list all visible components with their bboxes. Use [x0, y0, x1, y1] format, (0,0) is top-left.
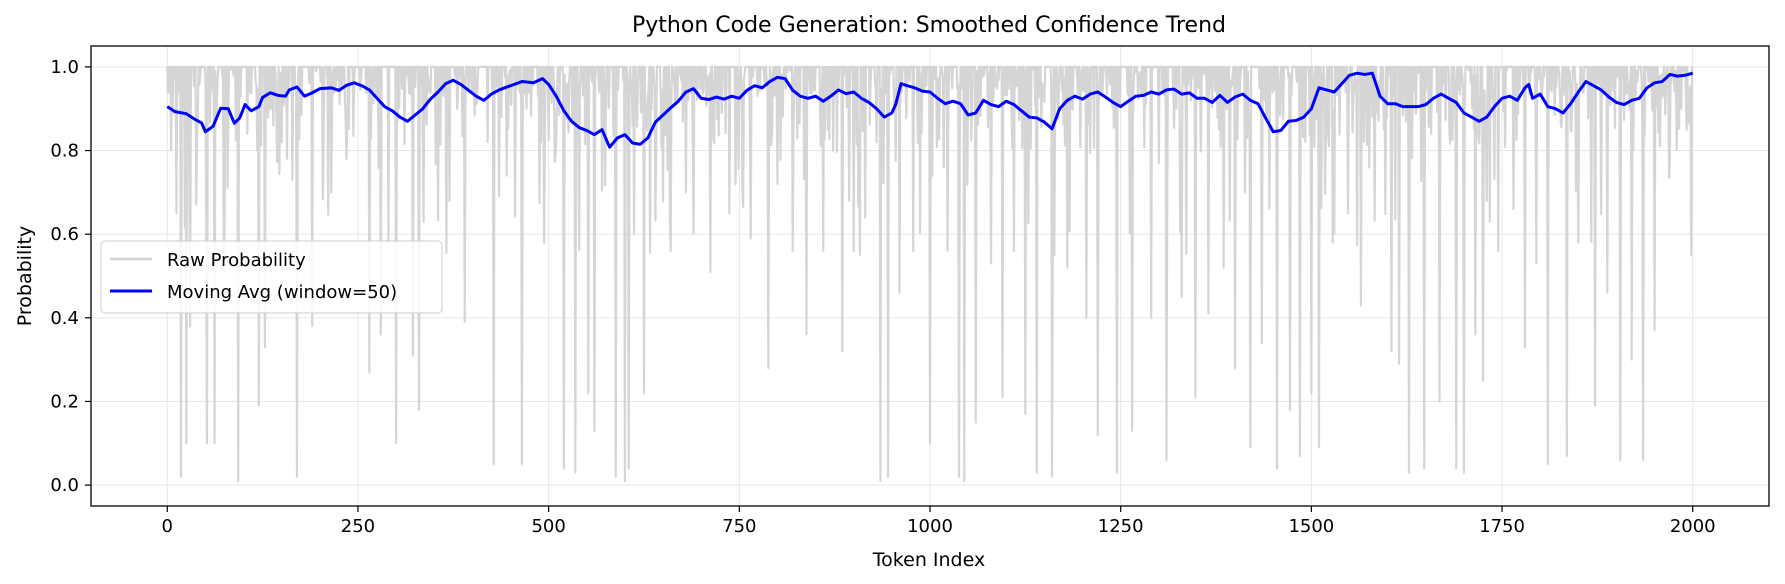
- x-tick-label: 1500: [1288, 516, 1334, 537]
- x-tick-label: 500: [531, 516, 565, 537]
- moving-average-series: [166, 71, 1694, 149]
- chart-title: Python Code Generation: Smoothed Confide…: [632, 13, 1226, 38]
- legend-box: [100, 240, 443, 314]
- x-tick-label: 1750: [1479, 516, 1525, 537]
- legend-raw-label: Raw Probability: [167, 250, 306, 271]
- y-axis-label: Probability: [14, 226, 36, 326]
- y-tick-label: 0.4: [50, 308, 79, 329]
- y-tick-label: 0.8: [50, 141, 79, 162]
- raw-probability-series: [166, 65, 1694, 483]
- x-tick-label: 1000: [907, 516, 953, 537]
- x-tick-label: 0: [162, 516, 173, 537]
- y-tick-label: 0.2: [50, 391, 79, 412]
- x-axis-label: Token Index: [872, 549, 985, 571]
- y-tick-label: 0.6: [50, 224, 79, 245]
- y-tick-label: 0.0: [50, 475, 79, 496]
- x-tick-label: 250: [341, 516, 375, 537]
- x-axis-ticks: 0 250 500 750 1000 1250 1500 1750 2000: [162, 506, 1716, 537]
- x-tick-label: 750: [722, 516, 756, 537]
- x-tick-label: 2000: [1670, 516, 1716, 537]
- y-tick-label: 1.0: [50, 57, 79, 78]
- raw-probability-line: [166, 65, 1694, 483]
- legend: Raw Probability Moving Avg (window=50): [100, 240, 443, 314]
- y-axis-ticks: 0.0 0.2 0.4 0.6 0.8 1.0: [50, 57, 91, 496]
- x-tick-label: 1250: [1098, 516, 1144, 537]
- moving-average-line: [166, 71, 1694, 149]
- legend-avg-label: Moving Avg (window=50): [167, 282, 397, 303]
